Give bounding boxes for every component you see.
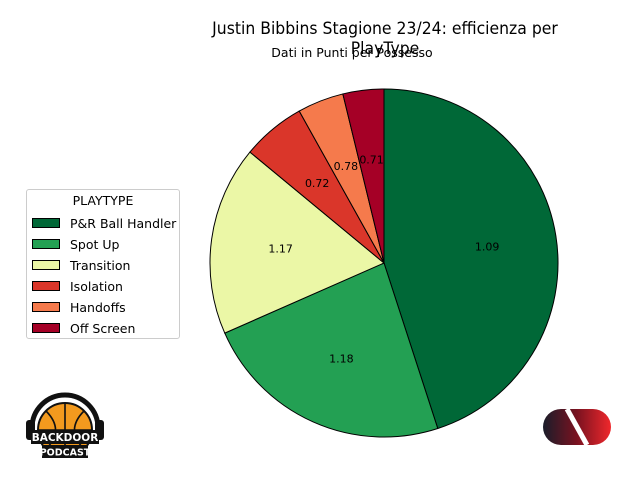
legend-swatch xyxy=(32,218,60,228)
backdoor-podcast-logo: BACKDOOR PODCAST xyxy=(26,392,104,459)
pie-value-label: 0.71 xyxy=(359,153,384,166)
pie-value-label: 1.09 xyxy=(475,241,500,254)
legend-label: Isolation xyxy=(70,278,123,294)
pie-slice-transition xyxy=(209,151,385,334)
pie-slice-p-r-ball-handler xyxy=(383,88,559,430)
legend: PLAYTYPE P&R Ball Handler Spot Up Transiti… xyxy=(26,189,180,339)
legend-swatch xyxy=(32,239,60,249)
legend-label: Handoffs xyxy=(70,299,126,315)
pie-slice-off-screen xyxy=(342,88,385,264)
legend-item: Transition xyxy=(32,256,130,274)
pie-value-label: 1.18 xyxy=(329,352,354,365)
legend-label: Off Screen xyxy=(70,320,136,336)
logo-text-top: BACKDOOR xyxy=(32,432,99,444)
brand-logo xyxy=(543,407,611,447)
legend-item: Handoffs xyxy=(32,298,126,316)
legend-item: Isolation xyxy=(32,277,123,295)
chart-title: Justin Bibbins Stagione 23/24: efficienz… xyxy=(212,19,558,59)
legend-label: P&R Ball Handler xyxy=(70,215,177,231)
legend-item: P&R Ball Handler xyxy=(32,214,176,232)
legend-item: Off Screen xyxy=(32,319,135,337)
chart-subtitle: Dati in Punti per Possesso xyxy=(271,45,433,60)
pie-value-label: 1.17 xyxy=(268,243,293,256)
legend-item: Spot Up xyxy=(32,235,119,253)
legend-swatch xyxy=(32,281,60,291)
pie-slice-spot-up xyxy=(224,262,439,438)
legend-swatch xyxy=(32,323,60,333)
legend-label: Transition xyxy=(70,257,131,273)
logo-text-bottom: PODCAST xyxy=(40,448,91,459)
legend-swatch xyxy=(32,260,60,270)
pie-value-label: 0.72 xyxy=(305,177,330,190)
legend-swatch xyxy=(32,302,60,312)
legend-title: PLAYTYPE xyxy=(72,193,134,208)
pie-value-label: 0.78 xyxy=(334,160,359,173)
legend-label: Spot Up xyxy=(70,236,120,252)
